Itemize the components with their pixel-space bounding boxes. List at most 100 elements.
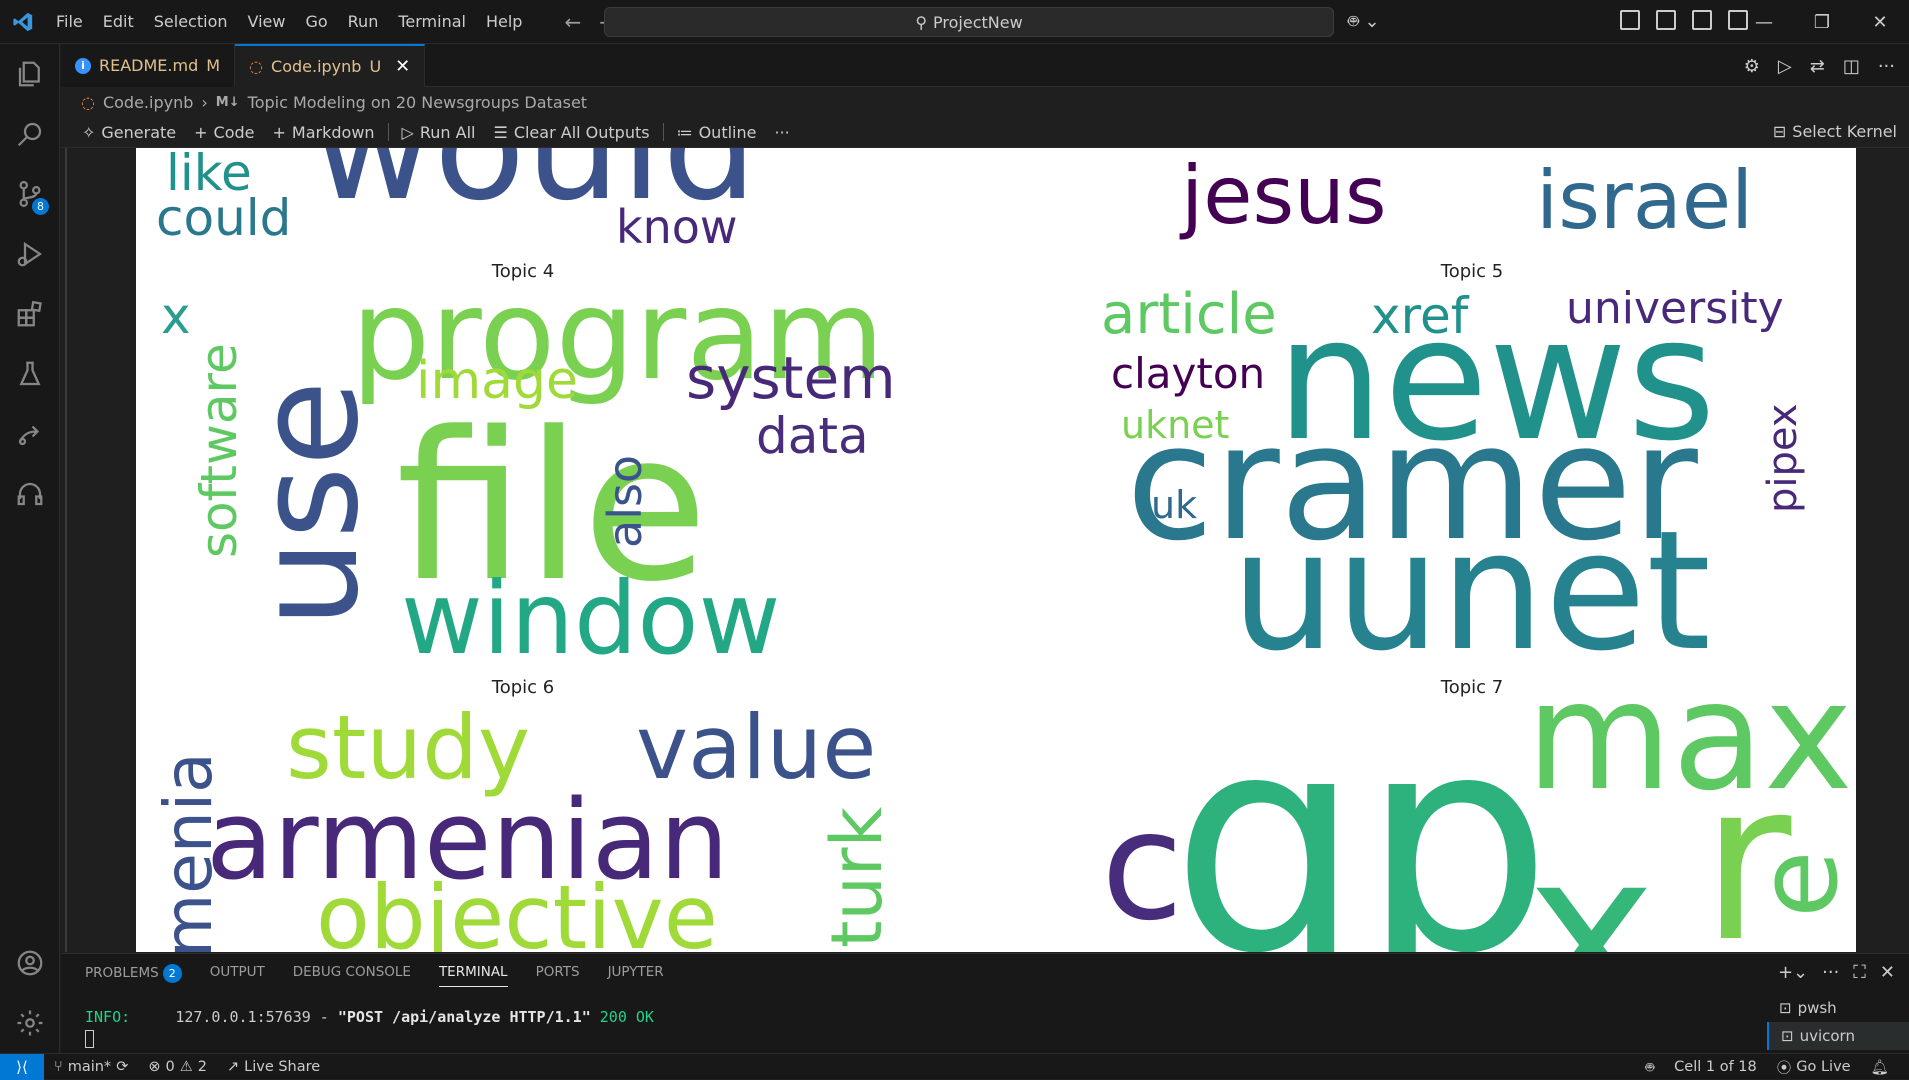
breadcrumb-file[interactable]: Code.ipynb <box>102 92 194 112</box>
close-window-icon[interactable]: ✕ <box>1872 11 1888 33</box>
manage-gear-icon[interactable] <box>0 993 60 1053</box>
more-actions-icon[interactable]: ··· <box>1877 56 1895 77</box>
wc-word: clayton <box>1111 349 1265 398</box>
wc-word: objective <box>316 866 718 952</box>
run-debug-icon[interactable] <box>0 224 60 284</box>
menu-view[interactable]: View <box>247 11 286 31</box>
topic-title: Topic 5 <box>1440 261 1503 282</box>
extensions-icon[interactable] <box>0 284 60 344</box>
run-all-icon: ▷ <box>401 122 414 142</box>
copilot-icon[interactable]: 🤖︎ ⌄ <box>1348 11 1380 32</box>
errors-count: 0 <box>165 1058 175 1075</box>
broadcast-icon: ⦿ <box>1776 1060 1792 1077</box>
run-all-button[interactable]: ▷ Run All <box>393 123 485 142</box>
title-bar: File Edit Selection View Go Run Terminal… <box>0 0 1909 44</box>
generate-button[interactable]: ✧ Generate <box>73 123 185 142</box>
search-activity-icon[interactable] <box>0 104 60 164</box>
menu-file[interactable]: File <box>56 11 83 31</box>
tab-output[interactable]: OUTPUT <box>209 964 265 980</box>
go-live-status[interactable]: ⦿ Go Live <box>1767 1057 1861 1078</box>
wc-word: jesus <box>1179 149 1387 242</box>
terminal-label: pwsh <box>1797 999 1837 1017</box>
add-code-button[interactable]: + Code <box>185 123 263 142</box>
accounts-icon[interactable] <box>0 933 60 993</box>
source-control-icon[interactable]: 8 <box>0 164 60 224</box>
outline-button[interactable]: ≔ Outline <box>668 123 766 142</box>
split-editor-icon[interactable]: ◫ <box>1842 56 1860 77</box>
close-tab-icon[interactable]: ✕ <box>395 56 411 77</box>
separator <box>387 123 389 141</box>
tab-ports[interactable]: PORTS <box>535 964 580 980</box>
tab-terminal[interactable]: TERMINAL <box>438 964 508 987</box>
notifications-bell-icon[interactable]: 🔔︎ <box>1870 1059 1889 1076</box>
wc-word: r <box>1701 734 1792 952</box>
wordcloud-output-image: would like could know jesus israel Topic… <box>136 148 1856 952</box>
maximize-panel-icon[interactable]: ⛶ <box>1853 962 1866 983</box>
wc-word: like <box>166 148 252 202</box>
terminal-item-pwsh[interactable]: ⊡ pwsh <box>1767 994 1909 1022</box>
tab-debug-console[interactable]: DEBUG CONSOLE <box>292 964 411 980</box>
info-icon: i <box>75 57 91 74</box>
compare-icon[interactable]: ⇄ <box>1809 56 1825 77</box>
clear-outputs-label: Clear All Outputs <box>513 122 650 142</box>
tab-code-ipynb[interactable]: ◌ Code.ipynb U ✕ <box>235 44 426 87</box>
live-share-status[interactable]: ↗ Live Share <box>217 1059 330 1075</box>
remote-indicator-icon[interactable]: ⟩⟨ <box>0 1053 44 1080</box>
wc-word: data <box>756 407 869 465</box>
headphones-icon[interactable] <box>0 464 60 524</box>
menu-help[interactable]: Help <box>485 11 523 31</box>
menu-edit[interactable]: Edit <box>102 11 134 31</box>
command-center[interactable]: ⚲ ProjectNew <box>604 7 1334 37</box>
cell-position[interactable]: Cell 1 of 18 <box>1674 1059 1757 1075</box>
more-toolbar-button[interactable]: ··· <box>774 122 790 142</box>
remote-explorer-icon[interactable] <box>0 404 60 464</box>
toggle-secondary-sidebar-icon[interactable] <box>1728 10 1748 30</box>
wc-word: know <box>616 200 738 254</box>
menu-selection[interactable]: Selection <box>153 11 228 31</box>
copilot-status-icon[interactable]: 🤖︎ <box>1645 1059 1655 1076</box>
command-center-label: ProjectNew <box>933 12 1023 32</box>
new-terminal-icon[interactable]: +⌄ <box>1777 962 1809 983</box>
error-icon: ⊗ <box>148 1058 161 1075</box>
menu-run[interactable]: Run <box>347 11 379 31</box>
restore-icon[interactable]: ❐ <box>1813 11 1831 33</box>
notebook-toolbar: ✧ Generate + Code + Markdown ▷ Run All ☰ Clea… <box>61 117 1909 148</box>
terminal-item-uvicorn[interactable]: ⊡ uvicorn <box>1767 1022 1909 1050</box>
testing-icon[interactable] <box>0 344 60 404</box>
clear-outputs-button[interactable]: ☰ Clear All Outputs <box>484 123 658 142</box>
run-all-label: Run All <box>419 122 476 142</box>
wc-word: israel <box>1536 154 1753 247</box>
wc-word: x <box>161 287 191 345</box>
editor-scrollbar[interactable] <box>1895 148 1909 952</box>
notebook-icon: ◌ <box>81 92 95 112</box>
editor-tabs: i README.md M ◌ Code.ipynb U ✕ ⚙ ▷ ⇄ ◫ ·… <box>61 44 1909 87</box>
explorer-icon[interactable] <box>0 44 60 104</box>
run-icon[interactable]: ▷ <box>1777 56 1792 77</box>
wc-word: university <box>1566 283 1784 334</box>
menu-go[interactable]: Go <box>305 11 328 31</box>
problems-status[interactable]: ⊗ 0 ⚠ 2 <box>138 1059 217 1075</box>
minimize-icon[interactable]: — <box>1755 11 1773 33</box>
settings-gear-icon[interactable]: ⚙ <box>1743 56 1760 77</box>
customize-layout-icon[interactable] <box>1620 10 1640 30</box>
terminal-output[interactable]: INFO: 127.0.0.1:57639 - "POST /api/analy… <box>85 1008 654 1026</box>
add-markdown-button[interactable]: + Markdown <box>264 123 384 142</box>
tab-problems[interactable]: PROBLEMS 2 <box>85 964 182 987</box>
tab-jupyter[interactable]: JUPYTER <box>607 964 664 980</box>
live-share-icon: ↗ <box>226 1058 240 1075</box>
more-panel-icon[interactable]: ··· <box>1822 962 1840 983</box>
select-kernel-button[interactable]: ⊟ Select Kernel <box>1773 122 1897 141</box>
back-arrow-icon[interactable]: ← <box>564 9 582 34</box>
close-panel-icon[interactable]: ✕ <box>1879 962 1895 983</box>
markdown-label: Markdown <box>291 122 375 142</box>
tab-readme[interactable]: i README.md M <box>61 44 236 87</box>
wc-word: use <box>227 380 390 628</box>
branch-label: main* <box>67 1058 112 1075</box>
menu-terminal[interactable]: Terminal <box>398 11 466 31</box>
toggle-primary-sidebar-icon[interactable] <box>1656 10 1676 30</box>
branch-status[interactable]: ⑂ main* ⟳ <box>44 1059 138 1075</box>
warnings-count: 2 <box>197 1058 207 1075</box>
toggle-panel-icon[interactable] <box>1692 10 1712 30</box>
wc-word: menia <box>150 752 227 952</box>
breadcrumb-section[interactable]: Topic Modeling on 20 Newsgroups Dataset <box>247 92 588 112</box>
